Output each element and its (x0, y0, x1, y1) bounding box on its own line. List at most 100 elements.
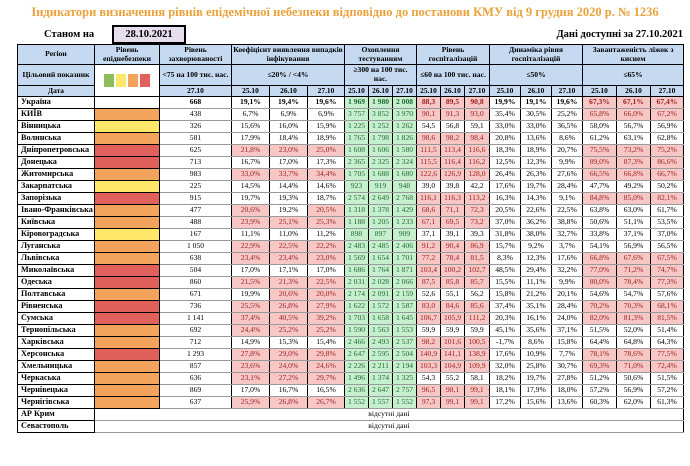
hospitalization-value: 71,1 (440, 204, 465, 217)
hospitalization-value: 105,9 (440, 312, 465, 325)
hospitalization-value: 67,1 (416, 216, 441, 229)
dynamics-value: 3,7% (551, 240, 583, 253)
testing-value: 2 466 (344, 336, 369, 349)
detection-value: 23,9% (231, 216, 270, 229)
beds-occupancy-value: 49,2% (616, 180, 651, 193)
hospitalization-value: 90,4 (440, 240, 465, 253)
beds-occupancy-value: 75,2% (650, 144, 684, 157)
dynamics-value: 38,8% (551, 216, 583, 229)
region-name: Сумська (17, 312, 95, 325)
hospitalization-value: 98,1 (440, 384, 465, 397)
hospitalization-value: 141,1 (440, 348, 465, 361)
dynamics-value: 18,0% (551, 384, 583, 397)
no-data-cell: відсутні дані (94, 408, 684, 421)
region-row: Вінницька 326 15,6% 16,0% 15,9% 1 225 1 252 1 2… (17, 120, 684, 133)
testing-value: 3 852 (368, 108, 393, 121)
region-name: Івано-Франківська (17, 204, 95, 217)
dynamics-value: 20,8% (489, 132, 521, 145)
incidence-value: 1 141 (159, 312, 232, 325)
header-group-row: Регіон Рівень епіднебезпеки Рівень захво… (17, 43, 684, 66)
detection-value: 18,9% (307, 132, 345, 145)
detection-value: 21,3% (269, 276, 308, 289)
testing-value: 2 028 (368, 276, 393, 289)
dynamics-value: 37,4% (489, 300, 521, 313)
dynamics-value: 15,8% (489, 288, 521, 301)
region-name: Хмельницька (17, 360, 95, 373)
beds-occupancy-value: 67,1% (616, 96, 651, 109)
dynamics-value: 20,5% (489, 204, 521, 217)
dynamics-value: 9,1% (551, 192, 583, 205)
detection-value: 19,4% (269, 96, 308, 109)
dynamics-value: 27,6% (551, 168, 583, 181)
beds-occupancy-value: 56,7% (616, 120, 651, 133)
testing-value: 2 091 (368, 288, 393, 301)
detection-value: 17,0% (231, 384, 270, 397)
incidence-value: 671 (159, 288, 232, 301)
detection-value: 20,5% (307, 204, 345, 217)
danger-level-cell (94, 132, 160, 145)
dynamics-value: 19,7% (520, 372, 552, 385)
hospitalization-value: 138,9 (464, 348, 490, 361)
detection-value: 40,5% (269, 312, 308, 325)
date-cell: 26.10 (520, 84, 552, 97)
danger-yellow-swatch (116, 74, 126, 88)
detection-value: 22,5% (307, 276, 345, 289)
column-header-region: Регіон (17, 43, 95, 66)
detection-value: 29,7% (307, 372, 345, 385)
dynamics-value: 18,2% (489, 372, 521, 385)
testing-value: 1 705 (344, 168, 369, 181)
hospitalization-value: 98,2 (440, 132, 465, 145)
region-name: Полтавська (17, 288, 95, 301)
hospitalization-value: 116,1 (416, 192, 441, 205)
dynamics-value: 15,6% (520, 396, 552, 409)
hospitalization-value: 78,4 (440, 252, 465, 265)
dynamics-value: 8,6% (520, 336, 552, 349)
hospitalization-value: 115,5 (416, 156, 441, 169)
target-testing-coverage: ≥300 на 100 тис. нас. (344, 64, 417, 86)
beds-occupancy-value: 58,0% (582, 120, 617, 133)
hospitalization-value: 104,9 (440, 360, 465, 373)
hospitalization-value: 56,8 (440, 120, 465, 133)
table-header: Регіон Рівень епіднебезпеки Рівень захво… (17, 43, 684, 97)
dynamics-value: 37,0% (489, 216, 521, 229)
danger-level-cell (94, 384, 160, 397)
date-row-label: Дата (17, 84, 95, 97)
dynamics-value: 30,5% (520, 108, 552, 121)
detection-value: 24,0% (269, 360, 308, 373)
hospitalization-value: 97,3 (416, 396, 441, 409)
hospitalization-value: 59,9 (440, 324, 465, 337)
dynamics-value: 45,1% (489, 324, 521, 337)
testing-value: 1 572 (368, 300, 393, 313)
hospitalization-value: 59,1 (464, 120, 490, 133)
detection-value: 27,8% (231, 348, 270, 361)
detection-value: 17,0% (269, 156, 308, 169)
dynamics-value: 36,2% (520, 216, 552, 229)
danger-level-cell (94, 324, 160, 337)
dynamics-value: 12,3% (520, 156, 552, 169)
beds-occupancy-value: 67,3% (582, 96, 617, 109)
testing-value: 2 647 (368, 384, 393, 397)
hospitalization-value: 85,7 (464, 276, 490, 289)
beds-occupancy-value: 56,5% (650, 240, 684, 253)
dynamics-value: 31,8% (489, 228, 521, 241)
testing-value: 948 (392, 180, 417, 193)
testing-value: 1 552 (392, 396, 417, 409)
detection-value: 16,7% (231, 156, 270, 169)
dynamics-value: 11,1% (520, 276, 552, 289)
region-name: Харківська (17, 336, 95, 349)
danger-orange-swatch (128, 74, 138, 88)
testing-value: 2 574 (344, 192, 369, 205)
region-row: Херсонська 1 293 27,8% 29,0% 29,8% 2 647 2 595… (17, 348, 684, 361)
date-cell: 27.10 (650, 84, 684, 97)
column-group-danger-level: Рівень епіднебезпеки (94, 43, 160, 66)
danger-level-cell (94, 396, 160, 409)
region-name: Запорізька (17, 192, 95, 205)
beds-occupancy-value: 69,3% (582, 360, 617, 373)
dynamics-value: 18,3% (489, 144, 521, 157)
beds-occupancy-value: 61,3% (650, 396, 684, 409)
danger-level-cell (94, 360, 160, 373)
detection-value: 29,8% (307, 348, 345, 361)
beds-occupancy-value: 67,4% (650, 96, 684, 109)
beds-occupancy-value: 66,7% (650, 168, 684, 181)
page-title: Індикатори визначення рівнів епідемічної… (31, 5, 659, 19)
